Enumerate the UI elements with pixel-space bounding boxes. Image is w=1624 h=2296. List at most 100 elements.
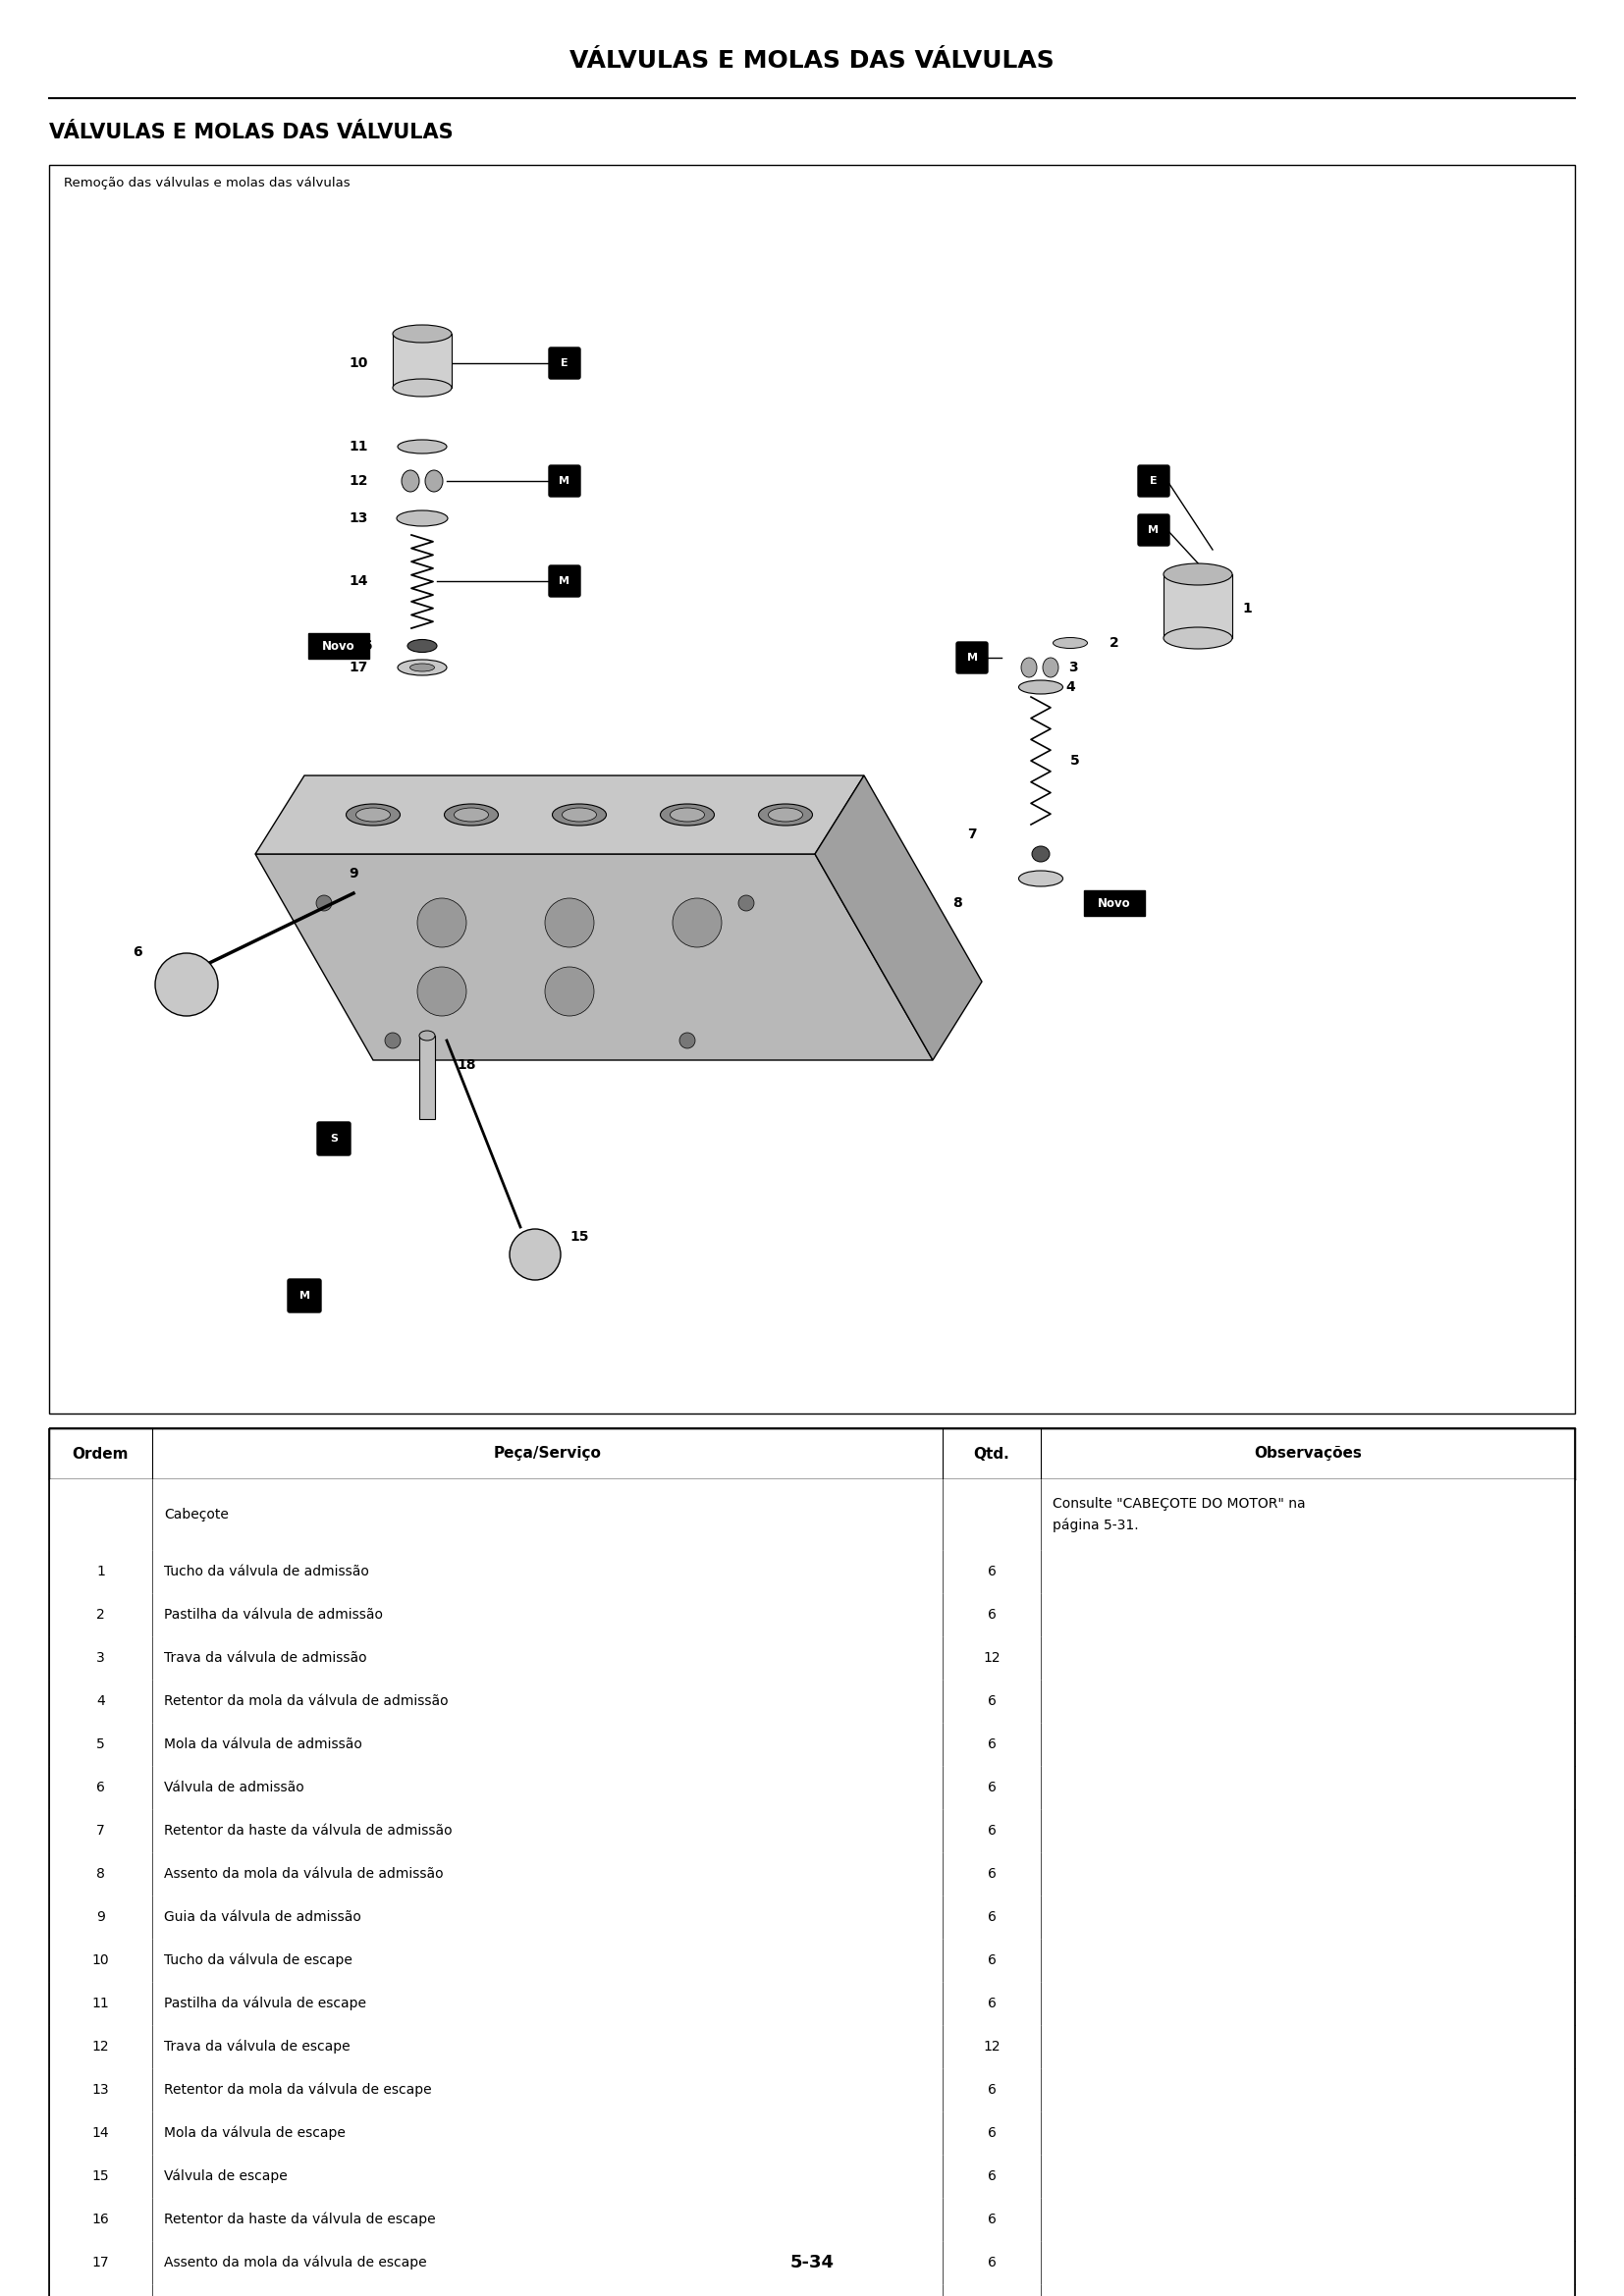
Text: Pastilha da válvula de escape: Pastilha da válvula de escape <box>164 1995 367 2011</box>
Text: Observações: Observações <box>1254 1446 1363 1460</box>
Ellipse shape <box>671 808 705 822</box>
Text: 2: 2 <box>96 1607 106 1621</box>
Text: M: M <box>966 652 978 664</box>
Text: 6: 6 <box>987 2126 996 2140</box>
Text: Trava da válvula de escape: Trava da válvula de escape <box>164 2039 351 2055</box>
Text: VÁLVULAS E MOLAS DAS VÁLVULAS: VÁLVULAS E MOLAS DAS VÁLVULAS <box>570 48 1054 73</box>
Text: 8: 8 <box>96 1867 106 1880</box>
Text: VÁLVULAS E MOLAS DAS VÁLVULAS: VÁLVULAS E MOLAS DAS VÁLVULAS <box>49 122 453 142</box>
Text: 6: 6 <box>96 1782 106 1795</box>
Bar <box>1163 574 1233 638</box>
Ellipse shape <box>768 808 802 822</box>
Ellipse shape <box>455 808 489 822</box>
Text: 17: 17 <box>93 2255 109 2268</box>
Ellipse shape <box>1021 657 1036 677</box>
FancyBboxPatch shape <box>549 347 580 379</box>
Ellipse shape <box>1052 638 1088 647</box>
Bar <box>49 1428 1575 1479</box>
Text: Retentor da mola da válvula de escape: Retentor da mola da válvula de escape <box>164 2082 432 2096</box>
Circle shape <box>739 895 754 912</box>
Text: 3: 3 <box>96 1651 106 1665</box>
Ellipse shape <box>562 808 596 822</box>
Bar <box>49 2069 1575 2112</box>
Text: Trava da válvula de admissão: Trava da válvula de admissão <box>164 1651 367 1665</box>
Ellipse shape <box>393 379 451 397</box>
Text: Guia da válvula de admissão: Guia da válvula de admissão <box>164 1910 361 1924</box>
Text: Novo: Novo <box>1098 898 1130 909</box>
Text: 6: 6 <box>987 2170 996 2183</box>
Text: 7: 7 <box>968 827 976 840</box>
Text: 17: 17 <box>349 661 369 675</box>
Text: Ordem: Ordem <box>73 1446 128 1460</box>
Circle shape <box>156 953 218 1015</box>
Bar <box>49 1550 1575 1593</box>
Text: 6: 6 <box>987 1694 996 1708</box>
Text: 6: 6 <box>987 1607 996 1621</box>
Text: Novo: Novo <box>322 641 356 652</box>
Text: 6: 6 <box>987 1564 996 1577</box>
Bar <box>49 2285 1575 2296</box>
Bar <box>309 634 369 659</box>
Text: M: M <box>559 475 570 487</box>
Ellipse shape <box>1043 657 1059 677</box>
Text: 12: 12 <box>349 473 369 487</box>
Text: M: M <box>1148 526 1160 535</box>
Text: Válvula de admissão: Válvula de admissão <box>164 1782 304 1795</box>
Text: 14: 14 <box>93 2126 109 2140</box>
Text: 10: 10 <box>349 356 369 370</box>
Ellipse shape <box>1018 680 1062 693</box>
Ellipse shape <box>445 804 499 827</box>
Ellipse shape <box>1031 847 1049 861</box>
Text: Mola da válvula de escape: Mola da válvula de escape <box>164 2126 346 2140</box>
Ellipse shape <box>425 471 443 491</box>
Text: 6: 6 <box>987 1782 996 1795</box>
Text: 4: 4 <box>1065 680 1075 693</box>
Polygon shape <box>255 776 864 854</box>
Text: 9: 9 <box>349 868 357 879</box>
Circle shape <box>417 967 466 1015</box>
Ellipse shape <box>1163 627 1233 650</box>
Ellipse shape <box>1018 870 1062 886</box>
Text: Válvula de escape: Válvula de escape <box>164 2170 287 2183</box>
Text: Tucho da válvula de escape: Tucho da válvula de escape <box>164 1954 352 1968</box>
Bar <box>49 1428 1575 2296</box>
Text: Tucho da válvula de admissão: Tucho da válvula de admissão <box>164 1564 369 1577</box>
Text: 11: 11 <box>349 441 369 455</box>
Text: 6: 6 <box>987 1738 996 1752</box>
Ellipse shape <box>409 664 435 670</box>
Text: 6: 6 <box>987 2213 996 2227</box>
Bar <box>49 1479 1575 1550</box>
Text: 7: 7 <box>96 1823 106 1837</box>
Bar <box>49 1981 1575 2025</box>
Bar <box>49 2112 1575 2154</box>
Text: 5: 5 <box>1070 753 1080 767</box>
Text: Qtd.: Qtd. <box>974 1446 1010 1460</box>
Text: Consulte "CABEÇOTE DO MOTOR" na: Consulte "CABEÇOTE DO MOTOR" na <box>1052 1497 1306 1511</box>
Text: 16: 16 <box>354 638 374 652</box>
Text: Remoção das válvulas e molas das válvulas: Remoção das válvulas e molas das válvula… <box>63 177 351 191</box>
Text: Cabeçote: Cabeçote <box>164 1508 229 1522</box>
Text: Mola da válvula de admissão: Mola da válvula de admissão <box>164 1738 362 1752</box>
Bar <box>49 2154 1575 2197</box>
Bar <box>49 2197 1575 2241</box>
Ellipse shape <box>393 326 451 342</box>
Bar <box>49 1722 1575 1766</box>
FancyBboxPatch shape <box>549 565 580 597</box>
Ellipse shape <box>401 471 419 491</box>
FancyBboxPatch shape <box>287 1279 322 1313</box>
Bar <box>49 1637 1575 1681</box>
Circle shape <box>546 967 594 1015</box>
Text: 6: 6 <box>987 1910 996 1924</box>
Ellipse shape <box>552 804 606 827</box>
Text: E: E <box>1150 475 1158 487</box>
Text: 6: 6 <box>987 1867 996 1880</box>
Text: Pastilha da válvula de admissão: Pastilha da válvula de admissão <box>164 1607 383 1621</box>
Text: 10: 10 <box>93 1954 109 1968</box>
Text: 5: 5 <box>96 1738 106 1752</box>
Bar <box>49 1809 1575 1853</box>
Text: 15: 15 <box>93 2170 109 2183</box>
Bar <box>49 165 1575 1414</box>
Text: M: M <box>299 1290 310 1300</box>
Text: 13: 13 <box>349 512 369 526</box>
Bar <box>1083 891 1145 916</box>
